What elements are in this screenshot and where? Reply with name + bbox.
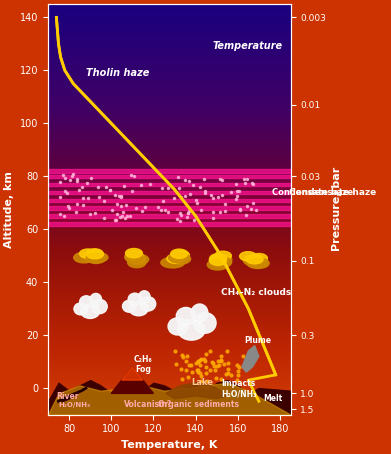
Bar [48,198,291,202]
Ellipse shape [250,257,268,267]
Text: Lake: Lake [191,379,213,387]
Ellipse shape [127,254,149,265]
Text: Temperature: Temperature [212,41,283,51]
Ellipse shape [210,256,226,265]
Ellipse shape [129,301,148,316]
Ellipse shape [209,255,232,265]
Ellipse shape [169,319,187,334]
Ellipse shape [167,254,184,263]
Text: C₂H₆
Fog: C₂H₆ Fog [133,355,152,374]
Y-axis label: Pressure, bar: Pressure, bar [332,167,342,252]
Text: Condensate haze: Condensate haze [271,188,353,197]
Ellipse shape [80,296,93,307]
Ellipse shape [141,297,155,311]
Bar [48,175,291,178]
Ellipse shape [140,297,156,311]
Text: CH₄–N₂ clouds: CH₄–N₂ clouds [221,288,291,297]
Bar [48,191,291,194]
Ellipse shape [168,254,191,264]
Bar [48,207,291,210]
Ellipse shape [123,301,135,311]
Ellipse shape [191,304,208,321]
Ellipse shape [246,255,263,264]
Ellipse shape [129,254,146,263]
Ellipse shape [122,300,136,312]
Text: Volcanism?: Volcanism? [124,400,172,409]
Ellipse shape [90,293,102,306]
Ellipse shape [126,248,142,258]
Text: Condensate haze: Condensate haze [289,188,376,197]
Bar [48,169,291,173]
Ellipse shape [251,253,267,263]
Polygon shape [111,367,153,393]
Ellipse shape [127,257,146,268]
Ellipse shape [74,303,87,315]
Ellipse shape [139,291,150,302]
Ellipse shape [74,304,87,314]
Ellipse shape [215,251,231,261]
Ellipse shape [126,251,143,260]
Ellipse shape [178,320,205,340]
Ellipse shape [240,252,256,261]
Ellipse shape [168,318,187,335]
Ellipse shape [210,254,227,263]
Ellipse shape [86,249,103,258]
Ellipse shape [90,294,101,305]
Text: Organic sediments: Organic sediments [158,400,239,409]
Ellipse shape [128,293,142,305]
X-axis label: Temperature, K: Temperature, K [121,440,217,450]
Ellipse shape [130,302,148,315]
Ellipse shape [212,257,231,267]
Ellipse shape [171,249,188,258]
Ellipse shape [178,321,204,339]
Text: Impacts
H₂O/NH₃: Impacts H₂O/NH₃ [221,379,256,398]
Ellipse shape [177,308,195,324]
Ellipse shape [192,305,207,321]
Ellipse shape [176,307,196,325]
Text: Tholin haze: Tholin haze [86,68,149,78]
Ellipse shape [169,252,190,263]
Ellipse shape [129,294,141,305]
Ellipse shape [207,259,228,270]
Bar [48,171,291,224]
Polygon shape [166,383,227,399]
Text: Plume: Plume [244,336,271,345]
Ellipse shape [92,300,107,313]
Ellipse shape [247,258,269,269]
Ellipse shape [195,314,215,332]
Ellipse shape [81,304,100,318]
Ellipse shape [194,313,216,333]
Text: Melt: Melt [263,395,282,403]
Polygon shape [242,345,259,372]
Ellipse shape [86,253,106,263]
Ellipse shape [139,291,150,303]
Text: River: River [56,392,79,401]
Ellipse shape [243,255,260,266]
Ellipse shape [83,252,108,263]
Bar [48,183,291,186]
Ellipse shape [125,252,143,262]
Bar [48,214,291,217]
Text: H₂O/NH₃: H₂O/NH₃ [59,402,91,408]
Ellipse shape [86,250,104,259]
Ellipse shape [172,251,189,260]
Ellipse shape [92,299,107,314]
Ellipse shape [81,305,99,318]
Ellipse shape [74,252,94,263]
Ellipse shape [161,257,185,268]
Ellipse shape [80,296,93,308]
Y-axis label: Altitude, km: Altitude, km [4,171,14,248]
Ellipse shape [79,249,96,258]
Polygon shape [122,367,143,380]
Bar [48,222,291,226]
